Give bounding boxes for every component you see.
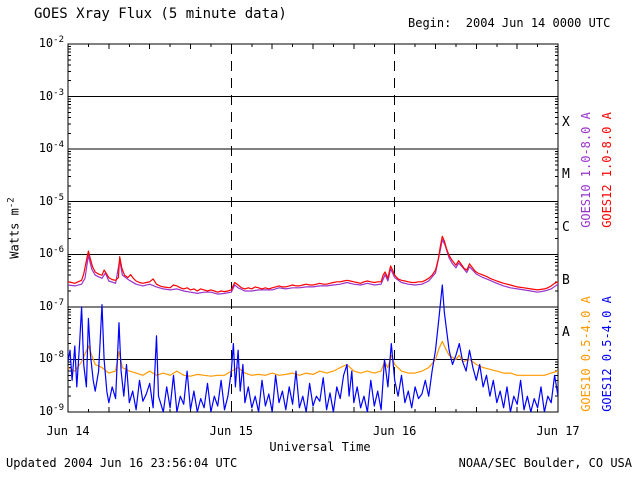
- flare-class-letter: M: [562, 167, 570, 183]
- flare-class-letter: X: [562, 114, 570, 130]
- page-title: GOES Xray Flux (5 minute data): [34, 6, 287, 22]
- x-axis-label: Universal Time: [269, 440, 371, 454]
- y-axis-tick-label: 10-8: [38, 350, 64, 366]
- begin-timestamp: Begin: 2004 Jun 14 0000 UTC: [408, 16, 611, 30]
- legend-goes10-short: GOES10 0.5-4.0 A: [579, 296, 593, 412]
- x-axis-tick-label: Jun 16: [372, 424, 417, 438]
- flare-class-letter: B: [562, 272, 570, 288]
- y-axis-label-exponent: -2: [6, 197, 17, 209]
- y-axis-tick-label: 10-9: [38, 403, 64, 418]
- legend-goes12-long: GOES12 1.0-8.0 A: [600, 112, 614, 228]
- legend-goes10-long: GOES10 1.0-8.0 A: [579, 112, 593, 228]
- x-axis-tick-label: Jun 17: [536, 424, 580, 438]
- flare-class-letter: C: [562, 220, 570, 235]
- trace-goes12-0-5-4-0-a: [68, 284, 558, 412]
- x-axis-tick-label: Jun 15: [209, 424, 253, 438]
- trace-goes12-1-0-8-0-a: [68, 235, 558, 293]
- legend-goes12-short: GOES12 0.5-4.0 A: [600, 296, 614, 412]
- trace-goes10-1-0-8-0-a: [68, 239, 558, 295]
- y-axis-tick-label: 10-2: [38, 35, 64, 50]
- credit-text: NOAA/SEC Boulder, CO USA: [458, 456, 632, 470]
- x-axis-tick-label: Jun 14: [46, 424, 90, 438]
- y-axis-tick-label: 10-5: [38, 192, 64, 208]
- plot-frame: [67, 43, 559, 413]
- trace-goes10-0-5-4-0-a: [68, 340, 558, 377]
- updated-timestamp: Updated 2004 Jun 16 23:56:04 UTC: [6, 456, 238, 470]
- y-axis-tick-label: 10-6: [38, 245, 64, 261]
- y-axis-tick-label: 10-4: [38, 140, 64, 156]
- flare-class-letter: A: [562, 325, 570, 341]
- y-axis-tick-label: 10-3: [38, 87, 64, 103]
- data-traces: [68, 235, 558, 412]
- y-axis-tick-label: 10-7: [38, 297, 64, 313]
